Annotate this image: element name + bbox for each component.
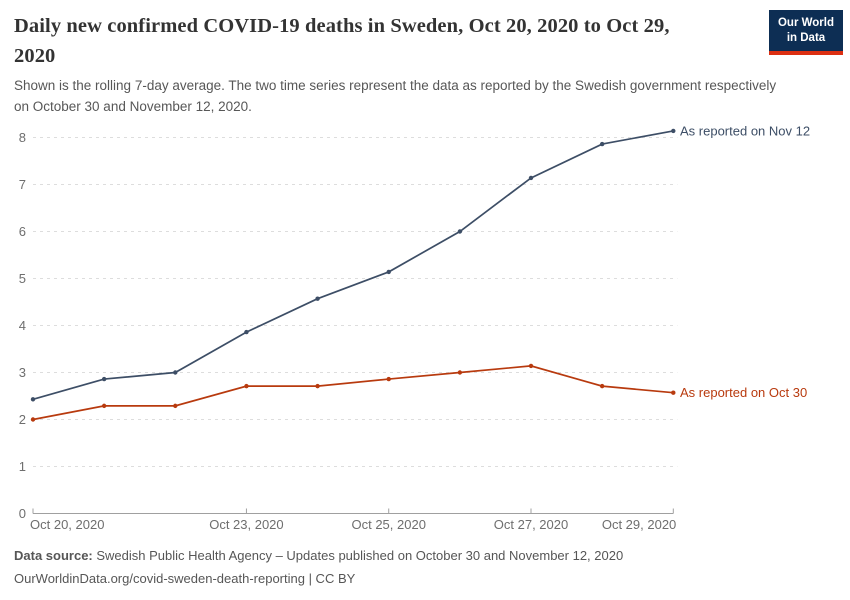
y-tick-label: 7 xyxy=(19,177,26,192)
data-source-line: Data source: Swedish Public Health Agenc… xyxy=(14,545,834,568)
y-tick-label: 1 xyxy=(19,459,26,474)
data-point-marker xyxy=(173,370,178,375)
data-point-marker xyxy=(244,383,249,389)
owid-logo-line1: Our World xyxy=(777,17,834,29)
data-point-marker xyxy=(528,175,534,181)
data-point-marker xyxy=(173,403,178,409)
data-point-marker xyxy=(457,229,463,234)
y-tick-label: 2 xyxy=(19,412,26,427)
y-tick-label: 0 xyxy=(19,506,26,521)
data-point-marker xyxy=(386,376,391,382)
data-point-marker xyxy=(599,383,605,389)
data-point-marker xyxy=(244,329,249,335)
series-line-1 xyxy=(32,365,674,421)
chart-footer: Data source: Swedish Public Health Agenc… xyxy=(14,545,834,591)
y-tick-label: 8 xyxy=(19,130,26,145)
x-tick-label: Oct 25, 2020 xyxy=(351,517,425,532)
series-line-0 xyxy=(32,130,674,401)
owid-logo: Our World in Data xyxy=(769,10,843,55)
y-tick-label: 5 xyxy=(19,271,26,286)
owid-logo-line2: in Data xyxy=(786,31,826,44)
data-point-marker xyxy=(528,363,534,369)
x-tick-label: Oct 29, 2020 xyxy=(602,517,676,532)
data-point-marker xyxy=(457,370,463,375)
y-tick-label: 6 xyxy=(19,224,26,239)
x-tick-label: Oct 23, 2020 xyxy=(209,517,283,532)
y-tick-label: 3 xyxy=(19,365,26,380)
data-point-marker xyxy=(386,269,391,275)
x-tick-label: Oct 20, 2020 xyxy=(30,517,104,532)
data-point-marker xyxy=(30,417,36,422)
y-tick-label: 4 xyxy=(19,318,26,333)
chart-subtitle: Shown is the rolling 7-day average. The … xyxy=(14,78,777,114)
data-point-marker xyxy=(315,383,320,389)
series-end-label: As reported on Oct 30 xyxy=(680,385,807,400)
data-point-marker xyxy=(599,141,605,147)
data-point-marker xyxy=(671,128,676,134)
data-point-marker xyxy=(30,397,36,402)
data-point-marker xyxy=(671,390,676,395)
data-point-marker xyxy=(315,296,320,301)
data-point-marker xyxy=(101,403,107,409)
x-tick-label: Oct 27, 2020 xyxy=(494,517,568,532)
data-point-marker xyxy=(101,376,107,382)
series-end-label: As reported on Nov 12 xyxy=(680,123,810,138)
data-source-label: Data source: xyxy=(14,548,93,563)
data-source-text: Swedish Public Health Agency – Updates p… xyxy=(92,548,624,563)
page-title: Daily new confirmed COVID-19 deaths in S… xyxy=(14,15,670,67)
source-link: OurWorldinData.org/covid-sweden-death-re… xyxy=(14,570,356,586)
